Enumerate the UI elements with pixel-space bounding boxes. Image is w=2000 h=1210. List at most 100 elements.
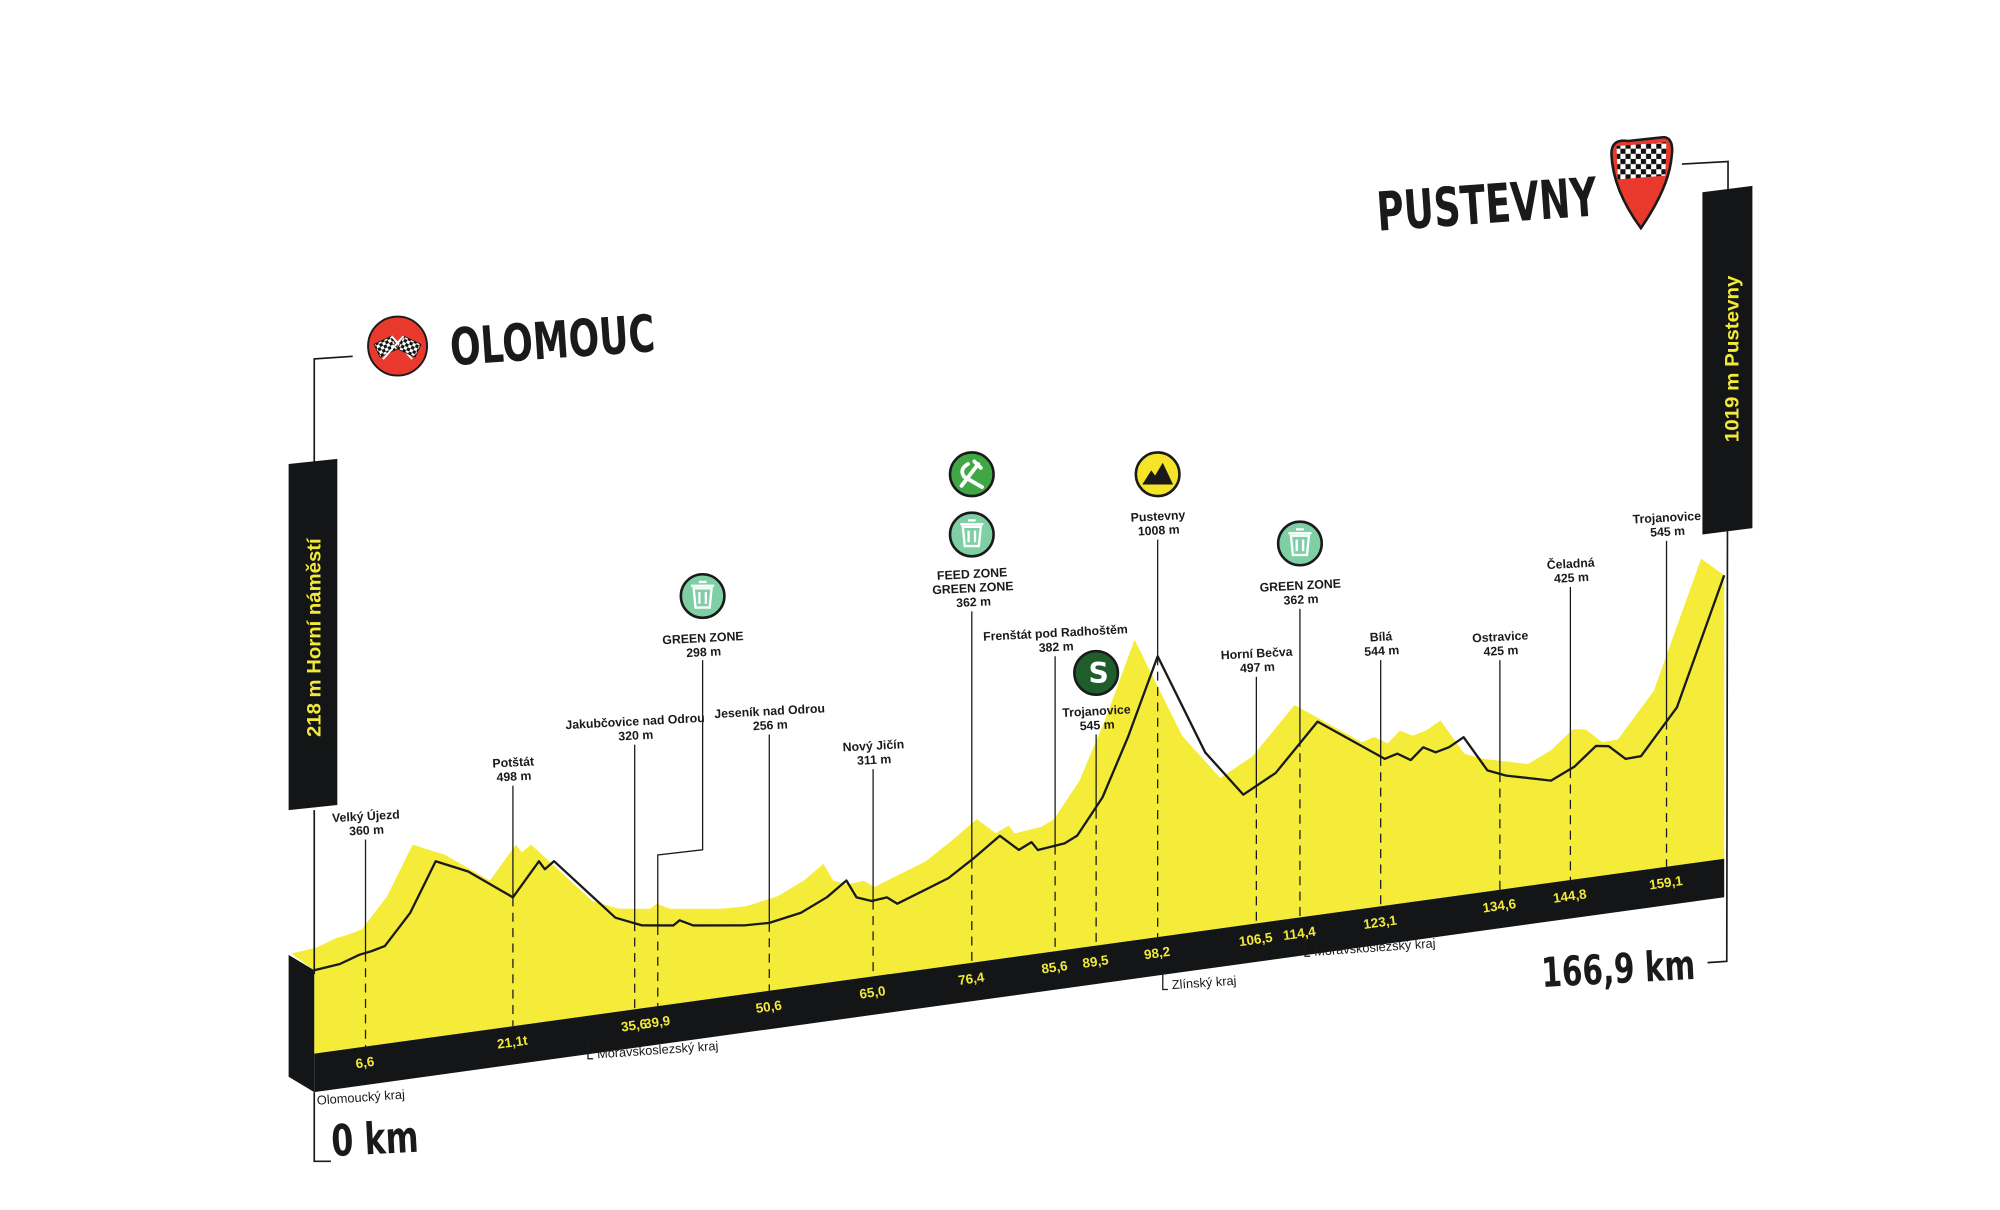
waypoint-name: Čeladná (1546, 555, 1595, 572)
start-block: 218 m Horní náměstí OLOMOUC 0 km (288, 304, 657, 1167)
green-zone-icon (1276, 520, 1324, 567)
start-altitude-label: 218 m Horní náměstí (305, 538, 326, 737)
sprint-glyph: S (1089, 657, 1109, 690)
waypoint-name: Trojanovice (1062, 702, 1131, 720)
region-bracket (1304, 938, 1311, 957)
km-tick-label: 85,6 (1041, 958, 1069, 976)
icon-circle (1073, 649, 1120, 697)
waypoint-altitude: 382 m (1038, 639, 1074, 655)
km-tick-label: 50,6 (755, 998, 783, 1016)
finish-city: PUSTEVNY (1375, 165, 1600, 243)
region-label: Olomoucký kraj (316, 1087, 405, 1108)
km-tick-label: 114,4 (1282, 924, 1317, 943)
start-flags-icon (367, 315, 429, 377)
icon-circle (1276, 520, 1324, 567)
waypoint-name: Horní Bečva (1220, 645, 1293, 663)
waypoint-altitude: 545 m (1079, 717, 1115, 733)
km-tick-label: 21,1t (496, 1033, 529, 1052)
fork-knife-glyph (959, 459, 984, 489)
finish-block: 1019 m Pustevny PUSTEVNY 166,9 km (1375, 135, 1753, 997)
waypoint-altitude: 425 m (1483, 643, 1519, 659)
waypoint-altitude: 545 m (1650, 524, 1686, 540)
waypoint-name: Pustevny (1130, 508, 1185, 525)
start-connector (313, 355, 353, 462)
region-bracket (587, 1040, 594, 1060)
mountain-glyph (1142, 462, 1174, 485)
waypoint-name: FEED ZONE (937, 565, 1008, 583)
km-tick-label: 89,5 (1082, 952, 1110, 971)
waypoint-altitude: 425 m (1554, 570, 1590, 586)
km-tick-label: 106,5 (1238, 930, 1274, 950)
km-tick-label: 159,1 (1648, 873, 1684, 893)
waypoint-altitude: 497 m (1240, 660, 1276, 676)
trash-glyph (691, 580, 715, 609)
finish-connector (1681, 160, 1729, 964)
region-label: Zlínský kraj (1162, 971, 1237, 992)
km-tick-label: 98,2 (1143, 944, 1171, 962)
km-tick-label: 134,6 (1482, 896, 1517, 915)
trash-glyph (1288, 528, 1312, 557)
finish-distance: 166,9 km (1540, 941, 1696, 997)
start-city: OLOMOUC (448, 304, 657, 378)
mountain-icon (1134, 451, 1181, 498)
band-side-face (288, 954, 315, 1093)
profile-line (313, 574, 1726, 972)
km-tick-label: 65,0 (859, 983, 887, 1001)
waypoint-name: Velký Újezd (332, 807, 400, 826)
green-zone-icon (679, 572, 726, 620)
region-name: Olomoucký kraj (316, 1087, 405, 1108)
waypoint-altitude: 544 m (1364, 643, 1400, 659)
feed-zone-icon (948, 451, 995, 498)
trash-glyph (960, 519, 984, 548)
km-tick-label: 35,6 (620, 1016, 648, 1034)
waypoint-name: Jeseník nad Odrou (714, 701, 825, 721)
waypoint-altitude: 362 m (1283, 592, 1319, 608)
km-tick-label: 6,6 (355, 1054, 376, 1071)
waypoint-altitude: 498 m (496, 769, 532, 785)
km-tick-label: 76,4 (957, 970, 985, 989)
start-altitude-box (288, 458, 338, 811)
sprint-icon: S (1073, 649, 1120, 697)
start-distance-bracket (313, 1092, 331, 1163)
profile-area (291, 558, 1725, 1054)
region-name: Zlínský kraj (1171, 973, 1237, 992)
km-tick-label: 144,8 (1552, 886, 1588, 906)
waypoint-name: Bílá (1369, 629, 1392, 644)
elevation-profile: 6,6 21,1t 35,639,9 50,6 65,0 76,4 85,6 89,5 98,2… (288, 558, 1726, 1093)
waypoint-name: Potštát (492, 754, 534, 770)
waypoint-altitude: 320 m (618, 728, 654, 744)
waypoint-altitude: 360 m (349, 823, 385, 839)
distance-band (314, 858, 1725, 1093)
waypoint-name: GREEN ZONE (932, 579, 1014, 597)
finish-altitude-label: 1019 m Pustevny (1722, 275, 1743, 442)
km-tick-label: 39,9 (643, 1013, 671, 1031)
finish-pin-checkered-icon (1610, 135, 1674, 231)
waypoint-altitude: 298 m (686, 644, 722, 660)
icon-circle (948, 511, 995, 558)
region-bracket (1162, 971, 1168, 991)
green-zone-icon (948, 511, 995, 558)
start-distance: 0 km (330, 1113, 420, 1167)
finish-altitude-box (1702, 185, 1753, 535)
waypoint-name: GREEN ZONE (1259, 576, 1341, 594)
km-tick-label: 123,1 (1362, 912, 1398, 932)
waypoint-name: Nový Jičín (842, 737, 904, 754)
waypoint-altitude: 362 m (956, 594, 992, 610)
marker-leader-line (657, 660, 704, 927)
waypoint-altitude: 1008 m (1138, 522, 1180, 538)
